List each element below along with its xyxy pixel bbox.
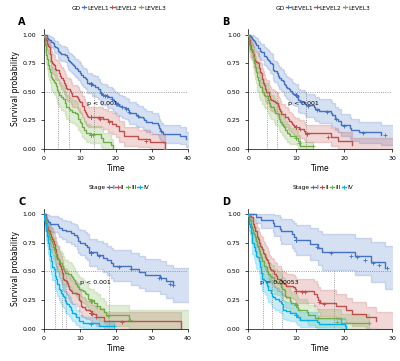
Legend: Stage, I, II, III, IV: Stage, I, II, III, IV [287, 185, 353, 190]
X-axis label: Time: Time [311, 164, 330, 173]
Legend: GD, LEVEL1, LEVEL2, LEVEL3: GD, LEVEL1, LEVEL2, LEVEL3 [270, 5, 370, 10]
Text: p < 0.001: p < 0.001 [87, 101, 118, 106]
Y-axis label: Survival probability: Survival probability [11, 51, 20, 126]
X-axis label: Time: Time [106, 344, 125, 353]
Text: C: C [18, 197, 25, 207]
Legend: GD, LEVEL1, LEVEL2, LEVEL3: GD, LEVEL1, LEVEL2, LEVEL3 [66, 5, 166, 10]
Text: p < 0.001: p < 0.001 [80, 280, 111, 286]
Y-axis label: Survival probability: Survival probability [11, 231, 20, 306]
X-axis label: Time: Time [106, 164, 125, 173]
X-axis label: Time: Time [311, 344, 330, 353]
Text: D: D [222, 197, 230, 207]
Legend: Stage, I, II, III, IV: Stage, I, II, III, IV [83, 185, 149, 190]
Text: A: A [18, 17, 26, 27]
Text: p < 0.001: p < 0.001 [288, 101, 319, 106]
Text: p = 0.00053: p = 0.00053 [260, 280, 298, 286]
Text: B: B [222, 17, 230, 27]
